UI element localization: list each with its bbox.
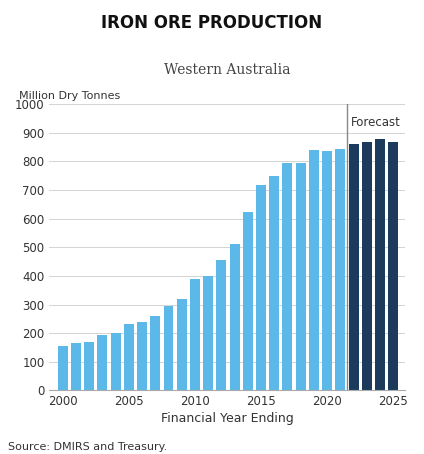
Text: IRON ORE PRODUCTION: IRON ORE PRODUCTION — [101, 14, 323, 32]
Bar — [388, 142, 398, 390]
Bar — [243, 212, 253, 390]
Bar — [164, 306, 173, 390]
Bar — [71, 343, 81, 390]
Bar — [111, 333, 120, 390]
Bar — [349, 144, 359, 390]
Bar — [362, 142, 372, 390]
Text: Forecast: Forecast — [351, 116, 401, 128]
Bar — [190, 279, 200, 390]
Title: Western Australia: Western Australia — [164, 63, 290, 77]
Bar — [322, 151, 332, 390]
Bar — [282, 163, 293, 390]
Bar — [269, 176, 279, 390]
Bar — [230, 244, 240, 390]
Bar — [137, 322, 147, 390]
Bar — [296, 163, 306, 390]
Bar — [309, 150, 319, 390]
X-axis label: Financial Year Ending: Financial Year Ending — [161, 412, 294, 425]
Bar — [256, 185, 266, 390]
Bar — [375, 139, 385, 390]
Bar — [203, 276, 213, 390]
Bar — [58, 346, 68, 390]
Bar — [216, 260, 226, 390]
Bar — [84, 342, 94, 390]
Bar — [124, 324, 134, 390]
Text: Source: DMIRS and Treasury.: Source: DMIRS and Treasury. — [8, 442, 168, 452]
Bar — [98, 336, 107, 390]
Text: Million Dry Tonnes: Million Dry Tonnes — [19, 91, 120, 101]
Bar — [177, 299, 187, 390]
Bar — [150, 316, 160, 390]
Bar — [335, 148, 345, 390]
